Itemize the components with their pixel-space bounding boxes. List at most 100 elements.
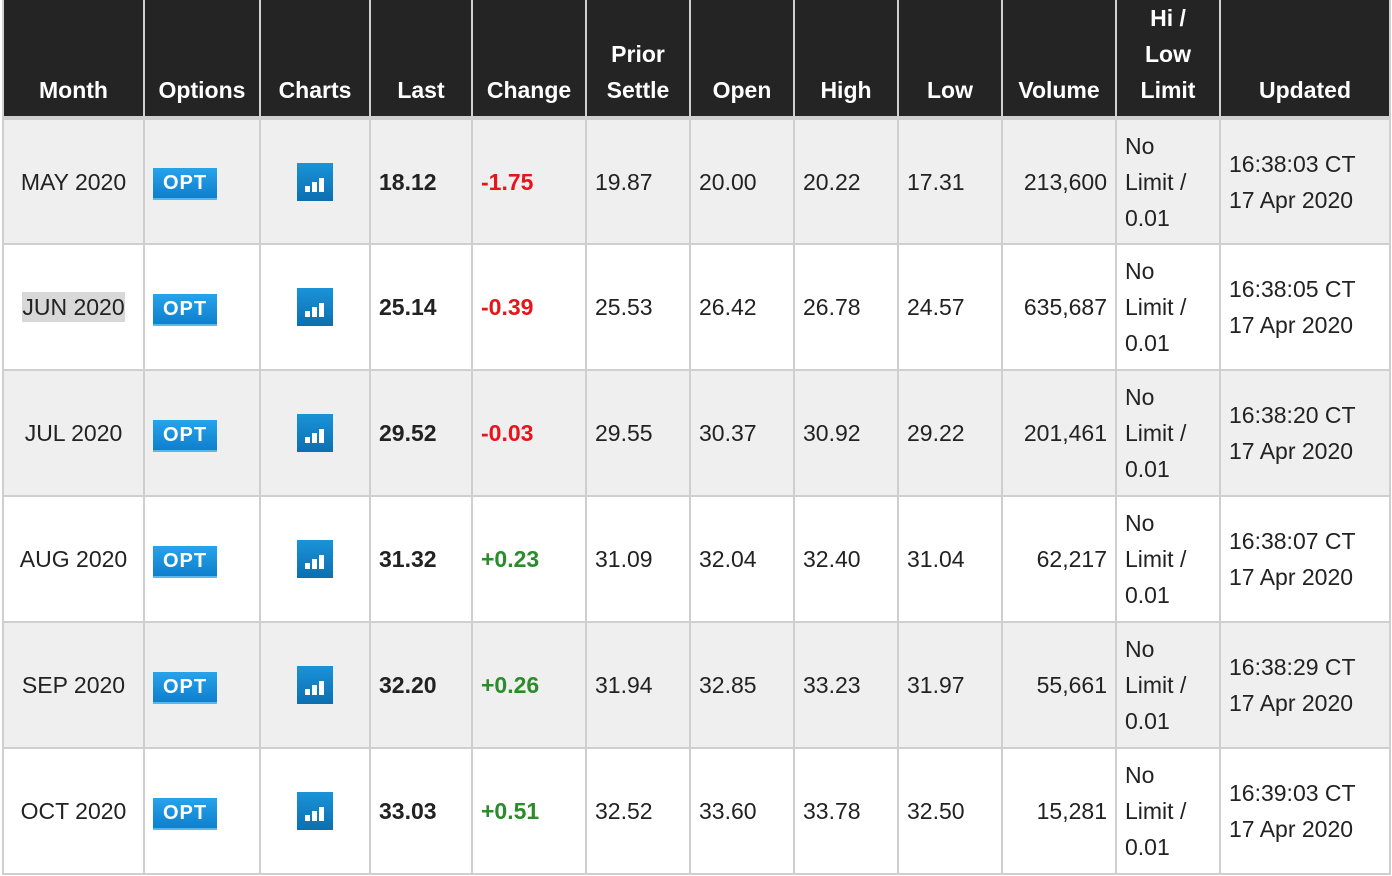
column-header-month[interactable]: Month: [2, 0, 145, 119]
bar-chart-icon[interactable]: [297, 414, 333, 453]
charts-cell: [259, 243, 371, 371]
updated-cell: 16:39:03 CT 17 Apr 2020: [1219, 747, 1391, 875]
low-cell: 29.22: [897, 369, 1003, 497]
limit-line: 0.01: [1125, 204, 1170, 231]
volume-cell: 55,661: [1001, 621, 1117, 749]
change-cell: +0.51: [471, 747, 587, 875]
open-cell: 32.85: [689, 621, 795, 749]
updated-time: 16:38:03 CT: [1229, 150, 1356, 177]
column-header-prior-settle[interactable]: Prior Settle: [585, 0, 691, 119]
options-cell: OPT: [143, 369, 261, 497]
volume-cell: 15,281: [1001, 747, 1117, 875]
column-header-high[interactable]: High: [793, 0, 899, 119]
column-header-updated[interactable]: Updated: [1219, 0, 1391, 119]
limit-line: Limit /: [1125, 420, 1187, 446]
limit-line: No: [1125, 636, 1155, 662]
month-cell: AUG 2020: [2, 495, 145, 623]
updated-cell: 16:38:20 CT 17 Apr 2020: [1219, 369, 1391, 497]
limit-line: 0.01: [1125, 834, 1170, 860]
month-cell: SEP 2020: [2, 621, 145, 749]
volume-cell: 213,600: [1001, 117, 1117, 245]
table-row: JUL 2020 OPT 29.52 -0.03 29.55 30.37 30.…: [2, 369, 1391, 497]
updated-date: 17 Apr 2020: [1229, 186, 1354, 213]
updated-time: 16:39:03 CT: [1229, 780, 1356, 806]
updated-date: 17 Apr 2020: [1229, 690, 1354, 716]
table-row: AUG 2020 OPT 31.32 +0.23 31.09 32.04 32.…: [2, 495, 1391, 623]
prior-settle-cell: 25.53: [585, 243, 691, 371]
updated-time: 16:38:07 CT: [1229, 528, 1356, 554]
month-cell: JUL 2020: [2, 369, 145, 497]
last-cell: 31.32: [369, 495, 473, 623]
open-cell: 33.60: [689, 747, 795, 875]
column-header-last[interactable]: Last: [369, 0, 473, 119]
bar-chart-icon[interactable]: [297, 162, 333, 201]
bar-chart-icon[interactable]: [297, 666, 333, 705]
options-cell: OPT: [143, 621, 261, 749]
low-cell: 31.04: [897, 495, 1003, 623]
high-cell: 30.92: [793, 369, 899, 497]
bar-chart-icon[interactable]: [297, 288, 333, 327]
opt-button[interactable]: OPT: [153, 671, 218, 704]
change-cell: +0.23: [471, 495, 587, 623]
options-cell: OPT: [143, 243, 261, 371]
high-cell: 26.78: [793, 243, 899, 371]
limit-cell: No Limit / 0.01: [1115, 747, 1221, 875]
open-cell: 20.00: [689, 117, 795, 245]
updated-cell: 16:38:29 CT 17 Apr 2020: [1219, 621, 1391, 749]
month-cell: MAY 2020: [2, 117, 145, 245]
opt-button[interactable]: OPT: [153, 168, 218, 200]
limit-cell: No Limit / 0.01: [1115, 369, 1221, 497]
month-label: SEP 2020: [21, 672, 126, 698]
prior-settle-cell: 29.55: [585, 369, 691, 497]
prior-settle-cell: 31.94: [585, 621, 691, 749]
high-cell: 32.40: [793, 495, 899, 623]
opt-button[interactable]: OPT: [153, 545, 218, 578]
last-cell: 32.20: [369, 621, 473, 749]
updated-time: 16:38:20 CT: [1229, 402, 1356, 428]
bar-chart-icon[interactable]: [297, 540, 333, 579]
volume-cell: 62,217: [1001, 495, 1117, 623]
last-cell: 18.12: [369, 117, 473, 245]
updated-time: 16:38:05 CT: [1229, 276, 1356, 302]
month-label: JUL 2020: [24, 420, 123, 446]
charts-cell: [259, 495, 371, 623]
opt-button[interactable]: OPT: [153, 419, 218, 452]
opt-button[interactable]: OPT: [153, 293, 218, 326]
limit-cell: No Limit / 0.01: [1115, 117, 1221, 245]
column-header-hi-low-limit[interactable]: Hi / Low Limit: [1115, 0, 1221, 119]
table-row: SEP 2020 OPT 32.20 +0.26 31.94 32.85 33.…: [2, 621, 1391, 749]
limit-line: Limit /: [1125, 294, 1187, 320]
table-row: OCT 2020 OPT 33.03 +0.51 32.52 33.60 33.…: [2, 747, 1391, 875]
updated-cell: 16:38:03 CT 17 Apr 2020: [1219, 117, 1391, 245]
low-cell: 17.31: [897, 117, 1003, 245]
month-label: OCT 2020: [20, 798, 127, 824]
last-cell: 29.52: [369, 369, 473, 497]
charts-cell: [259, 621, 371, 749]
volume-cell: 635,687: [1001, 243, 1117, 371]
column-header-change[interactable]: Change: [471, 0, 587, 119]
column-header-volume[interactable]: Volume: [1001, 0, 1117, 119]
month-cell: OCT 2020: [2, 747, 145, 875]
limit-line: No: [1125, 384, 1155, 410]
open-cell: 30.37: [689, 369, 795, 497]
limit-line: 0.01: [1125, 708, 1170, 734]
charts-cell: [259, 747, 371, 875]
low-cell: 31.97: [897, 621, 1003, 749]
column-header-open[interactable]: Open: [689, 0, 795, 119]
high-cell: 33.78: [793, 747, 899, 875]
limit-cell: No Limit / 0.01: [1115, 495, 1221, 623]
column-header-low[interactable]: Low: [897, 0, 1003, 119]
limit-line: No: [1125, 132, 1155, 159]
bar-chart-icon[interactable]: [297, 792, 333, 831]
options-cell: OPT: [143, 117, 261, 245]
column-header-charts[interactable]: Charts: [259, 0, 371, 119]
last-cell: 25.14: [369, 243, 473, 371]
opt-button[interactable]: OPT: [153, 797, 218, 830]
column-header-options[interactable]: Options: [143, 0, 261, 119]
updated-date: 17 Apr 2020: [1229, 312, 1354, 338]
limit-line: Limit /: [1125, 168, 1187, 195]
table-row: MAY 2020 OPT 18.12 -1.75 19.87 20.00 20.…: [2, 117, 1391, 245]
limit-line: No: [1125, 762, 1155, 788]
month-label: MAY 2020: [20, 168, 127, 195]
